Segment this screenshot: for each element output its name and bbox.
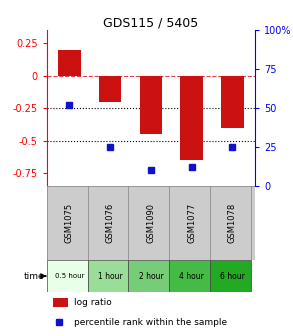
Bar	[88, 260, 128, 292]
Bar	[47, 260, 88, 292]
Bar	[53, 298, 68, 307]
Title: GDS115 / 5405: GDS115 / 5405	[103, 16, 199, 29]
Text: log ratio: log ratio	[74, 298, 112, 307]
Text: GSM1078: GSM1078	[228, 203, 237, 243]
Text: GSM1075: GSM1075	[65, 203, 74, 243]
Bar	[180, 76, 203, 160]
Text: 6 hour: 6 hour	[220, 271, 245, 281]
Text: GSM1090: GSM1090	[146, 203, 155, 243]
Text: 2 hour: 2 hour	[139, 271, 163, 281]
Bar	[140, 76, 162, 134]
Text: GSM1076: GSM1076	[105, 203, 115, 243]
Bar	[58, 50, 81, 76]
Text: percentile rank within the sample: percentile rank within the sample	[74, 318, 227, 327]
Text: 0.5 hour: 0.5 hour	[54, 273, 84, 279]
Text: 4 hour: 4 hour	[179, 271, 204, 281]
Text: 1 hour: 1 hour	[98, 271, 122, 281]
Bar	[210, 260, 251, 292]
Bar	[99, 76, 121, 102]
Text: GSM1077: GSM1077	[187, 203, 196, 243]
Bar	[221, 76, 244, 128]
Bar	[169, 260, 210, 292]
Bar	[128, 260, 169, 292]
Text: time: time	[24, 271, 45, 281]
